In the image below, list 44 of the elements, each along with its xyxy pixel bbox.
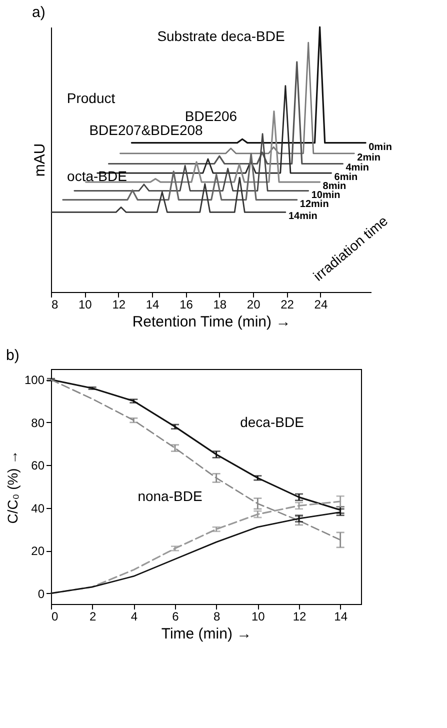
x-tick-label: 4 bbox=[130, 610, 138, 624]
x-axis-title: Retention Time (min) → bbox=[132, 314, 291, 330]
x-tick-label: 6 bbox=[172, 610, 180, 624]
y-tick-label: 60 bbox=[31, 458, 45, 473]
series-label: 6min bbox=[334, 172, 358, 184]
series-label: 8min bbox=[322, 181, 346, 192]
x-tick-label: 10 bbox=[78, 298, 92, 312]
x-tick-label: 14 bbox=[146, 298, 160, 312]
annotation: nona-BDE bbox=[138, 488, 202, 504]
y-axis-title: C/C₀ (%) → bbox=[4, 450, 20, 524]
series-label: 2min bbox=[357, 152, 380, 164]
y-tick-label: 0 bbox=[38, 586, 45, 601]
x-tick-label: 8 bbox=[213, 610, 220, 624]
series-label: 4min bbox=[346, 162, 370, 174]
y-tick-label: 20 bbox=[31, 544, 45, 558]
x-tick-label: 12 bbox=[292, 610, 306, 624]
x-tick-label: 22 bbox=[280, 298, 294, 312]
annotation: Substrate deca-BDE bbox=[157, 28, 285, 44]
x-tick-label: 10 bbox=[251, 610, 266, 624]
y-tick-label: 100 bbox=[24, 373, 45, 388]
x-tick-label: 12 bbox=[112, 298, 126, 312]
annotation: Product bbox=[66, 90, 116, 106]
x-tick-label: 0 bbox=[52, 610, 58, 624]
annotation: BDE207&BDE208 bbox=[89, 122, 204, 138]
x-tick-label: 18 bbox=[213, 298, 227, 312]
x-tick-label: 2 bbox=[89, 610, 96, 624]
series-label: 0min bbox=[368, 142, 392, 153]
y-tick-label: 80 bbox=[31, 416, 45, 430]
x-tick-label: 8 bbox=[52, 298, 58, 312]
series-label: 14min bbox=[288, 211, 318, 222]
x-tick-label: 14 bbox=[334, 610, 348, 624]
x-tick-label: 20 bbox=[246, 298, 261, 312]
chart-title: b) bbox=[6, 347, 20, 364]
annotation: deca-BDE bbox=[240, 414, 304, 430]
series-label: 10min bbox=[311, 190, 340, 201]
y-tick-label: 40 bbox=[31, 501, 45, 516]
series-label: 12min bbox=[300, 198, 329, 210]
x-tick-label: 24 bbox=[314, 298, 328, 312]
chart-title: a) bbox=[32, 4, 46, 22]
annotation: BDE206 bbox=[184, 108, 238, 124]
y-axis-title: mAU bbox=[32, 143, 48, 177]
annotation: octa-BDE bbox=[67, 168, 127, 184]
x-axis-title: Time (min) → bbox=[161, 626, 252, 642]
x-tick-label: 16 bbox=[180, 298, 194, 312]
